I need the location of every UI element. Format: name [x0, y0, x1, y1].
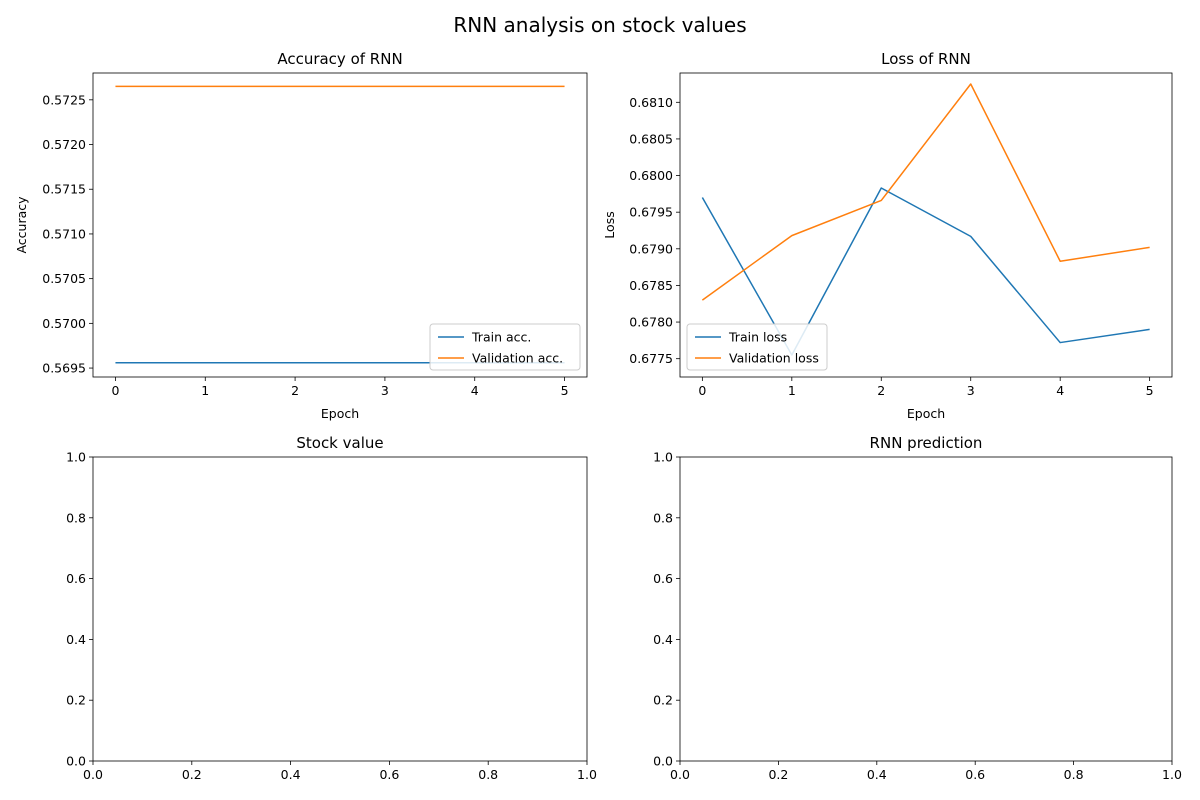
accuracy-xtick-label: 1	[201, 383, 209, 398]
accuracy-ytick-label: 0.5705	[42, 271, 86, 286]
stock-xtick-label: 1.0	[577, 767, 597, 782]
loss-chart-ylabel: Loss	[602, 211, 617, 238]
loss-ytick-label: 0.6800	[629, 168, 673, 183]
loss-legend-box	[686, 323, 828, 371]
stock-xtick-label: 0.0	[83, 767, 103, 782]
accuracy-ytick-label: 0.5715	[42, 182, 86, 197]
stock-xtick-label: 0.8	[478, 767, 498, 782]
stock-ytick-label: 0.0	[66, 754, 86, 769]
loss-xtick-label: 4	[1056, 383, 1064, 398]
loss-chart-title: Loss of RNN	[881, 50, 971, 68]
rnn-prediction-chart-title: RNN prediction	[870, 434, 983, 452]
loss-legend-entry: Train loss	[728, 330, 787, 345]
figure-suptitle: RNN analysis on stock values	[453, 13, 746, 37]
loss-ytick-label: 0.6805	[629, 131, 673, 146]
loss-ytick-label: 0.6775	[629, 351, 673, 366]
prediction-ytick-label: 0.6	[653, 571, 673, 586]
accuracy-chart-ylabel: Accuracy	[14, 196, 29, 254]
loss-axes-frame	[679, 72, 1173, 378]
stock-ytick-label: 0.8	[66, 510, 86, 525]
accuracy-ytick-label: 0.5700	[42, 316, 86, 331]
loss-chart: Loss of RNN Epoch Loss 0 1 2 3 4 5 0.6775 0.678…	[602, 50, 1173, 421]
accuracy-legend-box	[429, 323, 581, 371]
prediction-ytick-label: 0.2	[653, 693, 673, 708]
accuracy-legend-entry: Train acc.	[471, 330, 531, 345]
loss-ytick-label: 0.6780	[629, 315, 673, 330]
prediction-xtick-label: 0.6	[965, 767, 985, 782]
accuracy-chart-title: Accuracy of RNN	[277, 50, 402, 68]
loss-ytick-label: 0.6810	[629, 95, 673, 110]
prediction-ytick-label: 1.0	[653, 450, 673, 465]
loss-legend-entry: Validation loss	[729, 351, 819, 366]
accuracy-xtick-label: 3	[381, 383, 389, 398]
prediction-axes-frame	[679, 456, 1173, 762]
accuracy-ytick-label: 0.5695	[42, 361, 86, 376]
loss-xtick-label: 1	[788, 383, 796, 398]
prediction-xtick-label: 1.0	[1162, 767, 1182, 782]
stock-ytick-label: 0.6	[66, 571, 86, 586]
accuracy-axes-frame	[92, 72, 588, 378]
loss-ytick-label: 0.6795	[629, 205, 673, 220]
loss-ytick-label: 0.6785	[629, 278, 673, 293]
stock-xtick-label: 0.6	[379, 767, 399, 782]
stock-value-chart-title: Stock value	[296, 434, 383, 452]
prediction-xtick-label: 0.8	[1064, 767, 1084, 782]
prediction-ytick-label: 0.8	[653, 510, 673, 525]
stock-axes-frame	[92, 456, 588, 762]
accuracy-ytick-label: 0.5725	[42, 92, 86, 107]
stock-ytick-label: 1.0	[66, 450, 86, 465]
prediction-ytick-label: 0.4	[653, 632, 673, 647]
rnn-prediction-chart: RNN prediction 0.0 0.2 0.4 0.6 0.8 1.0 0.0 0.2 0…	[653, 434, 1182, 782]
loss-chart-xlabel: Epoch	[907, 406, 945, 421]
stock-ytick-label: 0.2	[66, 693, 86, 708]
accuracy-ytick-label: 0.5720	[42, 137, 86, 152]
accuracy-ytick-label: 0.5710	[42, 226, 86, 241]
loss-xtick-label: 2	[877, 383, 885, 398]
accuracy-xtick-label: 4	[471, 383, 479, 398]
accuracy-xtick-label: 2	[291, 383, 299, 398]
prediction-xtick-label: 0.0	[670, 767, 690, 782]
accuracy-legend-entry: Validation acc.	[472, 351, 563, 366]
loss-ytick-label: 0.6790	[629, 241, 673, 256]
accuracy-chart-xlabel: Epoch	[321, 406, 359, 421]
accuracy-xtick-label: 0	[111, 383, 119, 398]
prediction-xtick-label: 0.4	[867, 767, 887, 782]
loss-series-validation-line	[701, 83, 1150, 301]
prediction-ytick-label: 0.0	[653, 754, 673, 769]
accuracy-chart: Accuracy of RNN Epoch Accuracy 0 1 2 3 4 5 0.5…	[14, 50, 588, 421]
stock-xtick-label: 0.2	[182, 767, 202, 782]
accuracy-legend: Train acc. Validation acc.	[429, 323, 581, 371]
loss-xtick-label: 0	[698, 383, 706, 398]
accuracy-xtick-label: 5	[561, 383, 569, 398]
stock-value-chart: Stock value 0.0 0.2 0.4 0.6 0.8 1.0 0.0 0.2 0.4 0…	[66, 434, 597, 782]
stock-ytick-label: 0.4	[66, 632, 86, 647]
loss-xtick-label: 5	[1146, 383, 1154, 398]
stock-xtick-label: 0.4	[281, 767, 301, 782]
loss-legend: Train loss Validation loss	[686, 323, 828, 371]
prediction-xtick-label: 0.2	[768, 767, 788, 782]
loss-xtick-label: 3	[967, 383, 975, 398]
